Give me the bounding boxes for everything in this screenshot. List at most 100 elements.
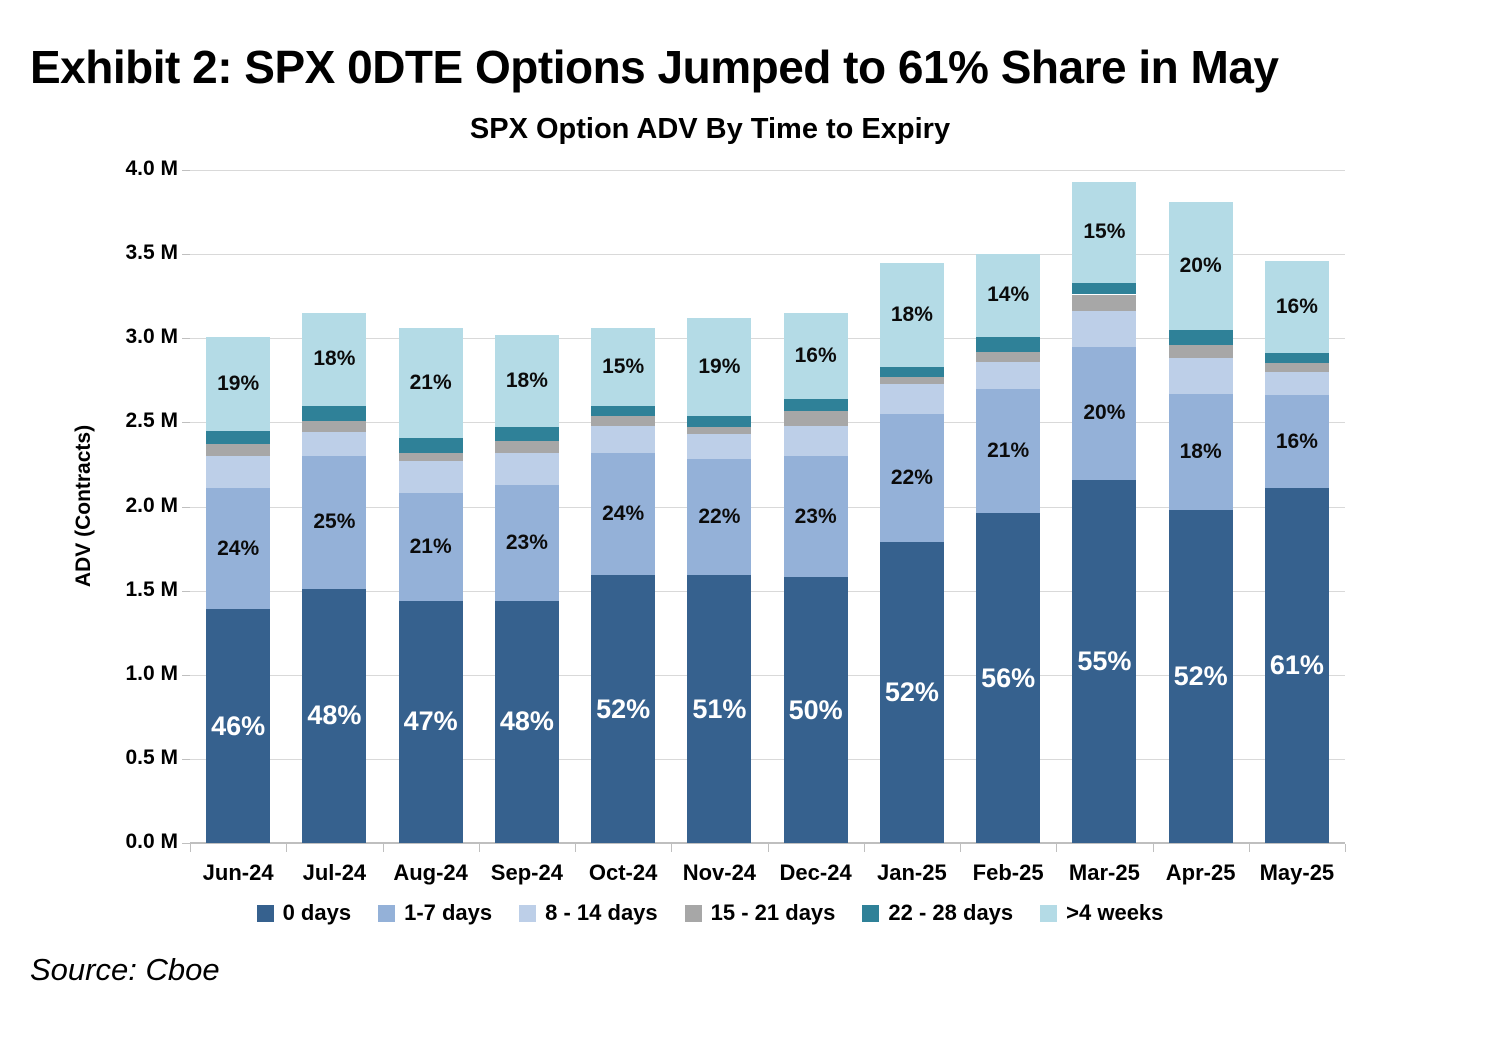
x-axis-tick bbox=[1345, 844, 1346, 852]
bar-segment-Sep-24->4weeks bbox=[494, 334, 559, 428]
legend-item->4weeks: >4 weeks bbox=[1040, 900, 1163, 926]
bar-segment-Apr-25-22-28days bbox=[1168, 329, 1233, 345]
bar-segment-Apr-25-8-14days bbox=[1168, 358, 1233, 394]
x-axis-tick bbox=[960, 844, 961, 852]
x-axis-tick bbox=[478, 844, 480, 852]
y-axis-tick bbox=[182, 758, 190, 760]
legend-swatch-icon bbox=[1040, 904, 1058, 922]
bar-segment-Oct-24-1-7days bbox=[591, 452, 656, 576]
bar-segment-Aug-24-8-14days bbox=[398, 461, 463, 494]
bar-segment-Jan-25->4weeks bbox=[879, 262, 944, 367]
segment-label-Jun-24->4weeks: 19% bbox=[217, 371, 260, 395]
legend-item-8-14days: 8 - 14 days bbox=[519, 900, 658, 926]
x-axis-tick bbox=[1248, 844, 1250, 852]
x-tick-label-Feb-25: Feb-25 bbox=[972, 860, 1044, 885]
bar-segment-Jul-24-15-21days bbox=[302, 420, 367, 433]
legend-swatch-icon bbox=[862, 904, 880, 922]
bar-segment-May-25-22-28days bbox=[1264, 353, 1329, 364]
bar-segment-Sep-24-22-28days bbox=[494, 427, 559, 441]
bar-segment-Mar-25-0days bbox=[1072, 479, 1137, 843]
y-tick-label: 2.5 M bbox=[125, 409, 178, 433]
y-axis-tick bbox=[182, 338, 190, 340]
y-gridline bbox=[190, 422, 1345, 424]
bar-segment-Apr-25-0days bbox=[1168, 509, 1233, 843]
segment-label-Aug-24-0days: 47% bbox=[403, 706, 458, 737]
segment-label-Jul-24->4weeks: 18% bbox=[313, 347, 356, 371]
y-gridline bbox=[190, 506, 1345, 508]
bar-segment-Sep-24-15-21days bbox=[494, 440, 559, 453]
bar-segment-Jun-24-0days bbox=[206, 609, 271, 843]
segment-label-Jan-25-0days: 52% bbox=[884, 676, 939, 707]
bar-segment-Dec-24-8-14days bbox=[783, 425, 848, 457]
legend-label: 22 - 28 days bbox=[888, 900, 1014, 925]
bar-segment-May-25-8-14days bbox=[1264, 371, 1329, 396]
segment-label-Jan-25-1-7days: 22% bbox=[890, 465, 933, 489]
bar-segment-Jun-24-22-28days bbox=[206, 430, 271, 445]
bar-segment-Jan-25-8-14days bbox=[879, 383, 944, 414]
bar-segment-May-25-15-21days bbox=[1264, 363, 1329, 372]
y-axis-tick bbox=[182, 422, 190, 424]
bar-segment-Nov-24-8-14days bbox=[687, 434, 752, 460]
bar-segment-Feb-25-22-28days bbox=[976, 336, 1041, 352]
y-tick-label: 2.0 M bbox=[125, 493, 178, 517]
segment-label-Dec-24-1-7days: 23% bbox=[794, 504, 837, 528]
x-tick-label-Sep-24: Sep-24 bbox=[490, 860, 563, 885]
x-axis-tick bbox=[1152, 844, 1154, 852]
segment-label-May-25-1-7days: 16% bbox=[1275, 429, 1318, 453]
segment-label-Nov-24-0days: 51% bbox=[692, 693, 747, 724]
bar-segment-Dec-24-0days bbox=[783, 577, 848, 843]
y-tick-label: 0.0 M bbox=[125, 830, 178, 853]
y-tick-label: 1.5 M bbox=[125, 577, 178, 601]
bar-segment-May-25-1-7days bbox=[1264, 395, 1329, 488]
segment-label-Aug-24->4weeks: 21% bbox=[409, 370, 452, 394]
segment-label-Mar-25-0days: 55% bbox=[1077, 645, 1132, 676]
bar-segment-Feb-25->4weeks bbox=[976, 254, 1041, 337]
bar-segment-Oct-24-8-14days bbox=[591, 425, 656, 453]
legend-item-15-21days: 15 - 21 days bbox=[684, 900, 836, 926]
y-axis-title: ADV (Contracts) bbox=[72, 424, 95, 588]
x-tick-label-Jun-24: Jun-24 bbox=[202, 860, 274, 885]
bar-segment-Mar-25-1-7days bbox=[1072, 346, 1137, 480]
bar-segment-Aug-24-22-28days bbox=[398, 437, 463, 453]
x-axis-tick bbox=[575, 844, 576, 852]
y-axis-tick bbox=[182, 590, 190, 592]
bar-segment-Aug-24-15-21days bbox=[398, 452, 463, 462]
bar-segment-Jan-25-15-21days bbox=[879, 376, 944, 384]
segment-label-Mar-25-1-7days: 20% bbox=[1083, 401, 1126, 425]
segment-label-Sep-24-1-7days: 23% bbox=[505, 530, 548, 554]
y-gridline bbox=[190, 170, 1345, 171]
legend-swatch-icon bbox=[256, 904, 274, 922]
y-gridline bbox=[190, 590, 1345, 592]
legend-label: 15 - 21 days bbox=[710, 900, 836, 925]
bar-segment-Oct-24-0days bbox=[591, 575, 656, 843]
legend-item-22-28days: 22 - 28 days bbox=[862, 900, 1013, 926]
bar-segment-Nov-24-22-28days bbox=[687, 415, 752, 428]
bar-segment-Jan-25-22-28days bbox=[879, 366, 944, 377]
bar-segment-Feb-25-8-14days bbox=[976, 361, 1041, 389]
x-axis-tick bbox=[1056, 844, 1058, 852]
segment-label-Feb-25-0days: 56% bbox=[981, 662, 1036, 693]
segment-label-Jun-24-1-7days: 24% bbox=[217, 536, 260, 560]
x-axis-tick bbox=[863, 844, 865, 852]
bar-segment-Sep-24-8-14days bbox=[494, 452, 559, 485]
y-gridline bbox=[190, 254, 1345, 256]
bar-segment-Jun-24-8-14days bbox=[206, 456, 271, 488]
bar-segment-Mar-25-8-14days bbox=[1072, 311, 1137, 347]
bar-segment-Nov-24-15-21days bbox=[687, 427, 752, 435]
bar-segment-Aug-24-1-7days bbox=[398, 493, 463, 601]
segment-label-Jul-24-1-7days: 25% bbox=[313, 510, 356, 534]
bar-segment-Mar-25-15-21days bbox=[1072, 294, 1137, 312]
bar-segment-Jul-24-22-28days bbox=[302, 405, 367, 421]
bar-segment-Aug-24->4weeks bbox=[398, 328, 463, 438]
segment-label-Apr-25->4weeks: 20% bbox=[1179, 253, 1222, 277]
x-tick-label-Jul-24: Jul-24 bbox=[302, 860, 367, 885]
bar-segment-Dec-24-15-21days bbox=[783, 410, 848, 426]
segment-label-Dec-24->4weeks: 16% bbox=[794, 343, 837, 367]
chart-legend: 0 days 1-7 days 8 - 14 days 15 - 21 days 22 … bbox=[60, 896, 1360, 930]
segment-label-Jan-25->4weeks: 18% bbox=[890, 302, 933, 326]
x-tick-label-Nov-24: Nov-24 bbox=[682, 860, 757, 885]
x-axis-tick bbox=[382, 844, 384, 852]
y-gridline bbox=[190, 758, 1345, 760]
segment-label-Feb-25-1-7days: 21% bbox=[987, 438, 1030, 462]
